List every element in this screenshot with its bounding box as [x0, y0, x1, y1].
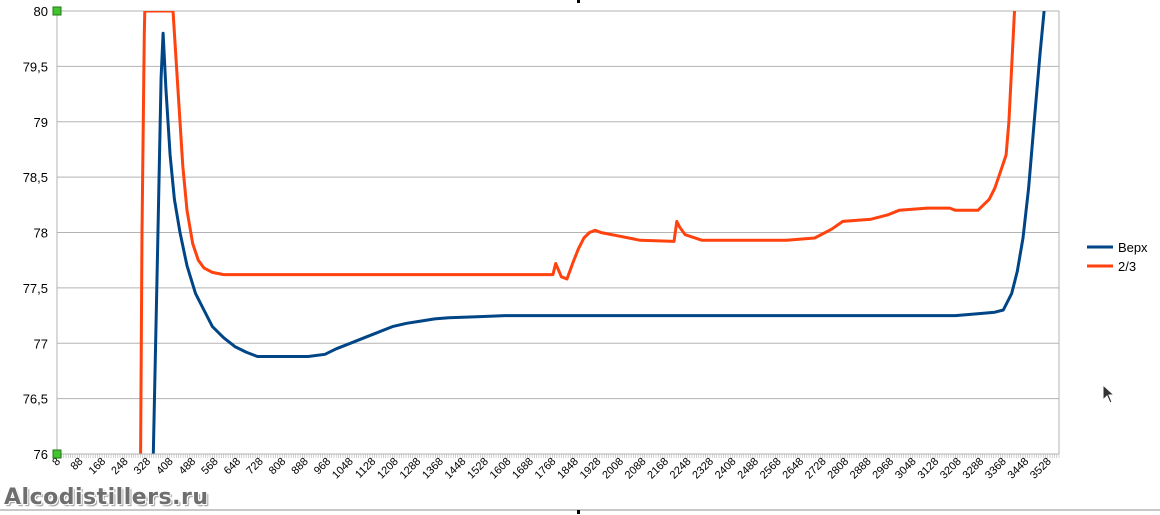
x-tick-label: 408: [154, 456, 175, 477]
y-tick-label: 79: [34, 115, 48, 130]
x-tick-label: 2248: [668, 456, 694, 482]
bottom-center-marker: [577, 510, 580, 514]
grid-lines: [57, 10, 1059, 455]
x-tick-label: 2328: [690, 456, 716, 482]
y-tick-label: 78: [34, 226, 48, 241]
x-tick-label: 1688: [510, 456, 536, 482]
y-axis-ticks: 76 76,5 77 77,5 78 78,5 79 79,5 80: [23, 4, 48, 462]
x-tick-label: 3528: [1028, 456, 1054, 482]
axes: [56, 11, 1060, 458]
top-center-marker: [577, 0, 580, 3]
x-tick-label: 2728: [803, 456, 829, 482]
y-tick-label: 77: [34, 336, 48, 351]
x-tick-label: 1048: [330, 456, 356, 482]
x-tick-label: 3208: [938, 456, 964, 482]
x-tick-label: 2088: [623, 456, 649, 482]
x-tick-label: 2968: [870, 456, 896, 482]
x-tick-label: 1608: [488, 456, 514, 482]
x-tick-label: 2808: [825, 456, 851, 482]
x-tick-label: 728: [244, 456, 265, 477]
x-tick-label: 3368: [983, 456, 1009, 482]
x-tick-label: 2408: [713, 456, 739, 482]
legend-label: Верх: [1118, 240, 1148, 255]
x-tick-label: 3288: [961, 456, 987, 482]
mouse-cursor-icon: [1102, 384, 1116, 404]
x-tick-label: 248: [109, 456, 130, 477]
y-tick-label: 79,5: [23, 59, 48, 74]
legend-label: 2/3: [1118, 259, 1136, 274]
series-line: [139, 11, 1016, 454]
x-tick-label: 3048: [893, 456, 919, 482]
x-tick-label: 648: [222, 456, 243, 477]
x-tick-label: 328: [132, 456, 153, 477]
watermark: Alcodistillers.ru: [4, 485, 209, 510]
x-tick-label: 2648: [780, 456, 806, 482]
selection-handle[interactable]: [52, 449, 62, 459]
x-tick-label: 3128: [915, 456, 941, 482]
x-tick-label: 1208: [375, 456, 401, 482]
series-lines: [139, 11, 1046, 454]
bottom-border: [0, 509, 1160, 511]
x-tick-label: 1368: [420, 456, 446, 482]
x-tick-label: 888: [289, 456, 310, 477]
x-tick-label: 1128: [353, 456, 378, 481]
legend: Верх 2/3: [1087, 240, 1148, 274]
x-axis-ticks: 8 88 168 248 328 408 488 568 648 728 808 888 9681048…: [50, 456, 1054, 482]
selection-handle[interactable]: [52, 6, 62, 16]
y-tick-label: 76,5: [23, 392, 48, 407]
x-tick-label: 1848: [555, 456, 581, 482]
x-tick-label: 1528: [465, 456, 491, 482]
x-tick-label: 568: [199, 456, 220, 477]
x-tick-label: 2168: [645, 456, 671, 482]
selection-handles[interactable]: [52, 6, 62, 459]
x-tick-label: 1928: [578, 456, 604, 482]
series-line: [151, 11, 1046, 454]
x-tick-label: 88: [68, 456, 85, 473]
x-tick-label: 3448: [1006, 456, 1032, 482]
x-tick-label: 808: [267, 456, 288, 477]
x-tick-label: 2888: [848, 456, 874, 482]
x-tick-label: 488: [177, 456, 198, 477]
x-tick-label: 168: [87, 456, 108, 477]
y-tick-label: 80: [34, 4, 48, 19]
x-tick-label: 2488: [735, 456, 761, 482]
x-tick-label: 1768: [533, 456, 559, 482]
y-tick-label: 77,5: [23, 281, 48, 296]
y-tick-label: 76: [34, 447, 48, 462]
x-tick-label: 2008: [600, 456, 626, 482]
x-tick-label: 2568: [758, 456, 784, 482]
x-tick-label: 1448: [443, 456, 469, 482]
x-tick-label: 1288: [398, 456, 424, 482]
y-tick-label: 78,5: [23, 170, 48, 185]
